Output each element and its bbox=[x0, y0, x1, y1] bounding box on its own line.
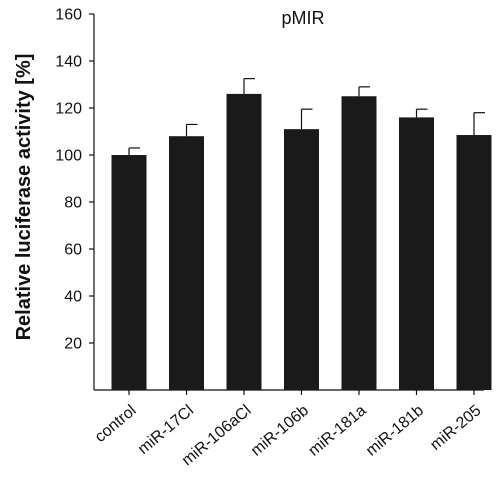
y-tick-label: 40 bbox=[64, 289, 82, 306]
y-tick-label: 100 bbox=[55, 148, 82, 165]
error-bars bbox=[128, 78, 485, 155]
x-category-labels: controlmiR-17ClmiR-106aClmiR-106bmiR-181… bbox=[92, 402, 485, 469]
bar bbox=[169, 136, 204, 390]
bar bbox=[226, 93, 262, 391]
y-tick-label: 60 bbox=[64, 242, 82, 259]
y-tick-label: 140 bbox=[55, 54, 82, 71]
bar bbox=[111, 155, 147, 390]
y-tick-label: 160 bbox=[55, 7, 82, 24]
y-tick-labels: 20 40 60 80 100 120 140 160 bbox=[55, 7, 82, 353]
bar bbox=[284, 129, 319, 390]
bar bbox=[399, 117, 434, 391]
bar bbox=[456, 135, 492, 390]
y-tick-label: 20 bbox=[64, 336, 82, 353]
y-axis-title: Relative luciferase activity [%] bbox=[13, 54, 35, 341]
y-tick-label: 80 bbox=[64, 195, 82, 212]
x-category-label: miR-181a bbox=[306, 402, 370, 460]
x-category-label: miR-106b bbox=[248, 402, 312, 460]
chart-title: pMIR bbox=[281, 8, 324, 28]
bar bbox=[341, 96, 377, 390]
y-tick-label: 120 bbox=[55, 101, 82, 118]
x-category-label: miR-181b bbox=[363, 402, 427, 460]
x-category-label: miR-205 bbox=[427, 402, 484, 454]
x-category-label: control bbox=[92, 402, 140, 446]
bars bbox=[111, 93, 492, 391]
